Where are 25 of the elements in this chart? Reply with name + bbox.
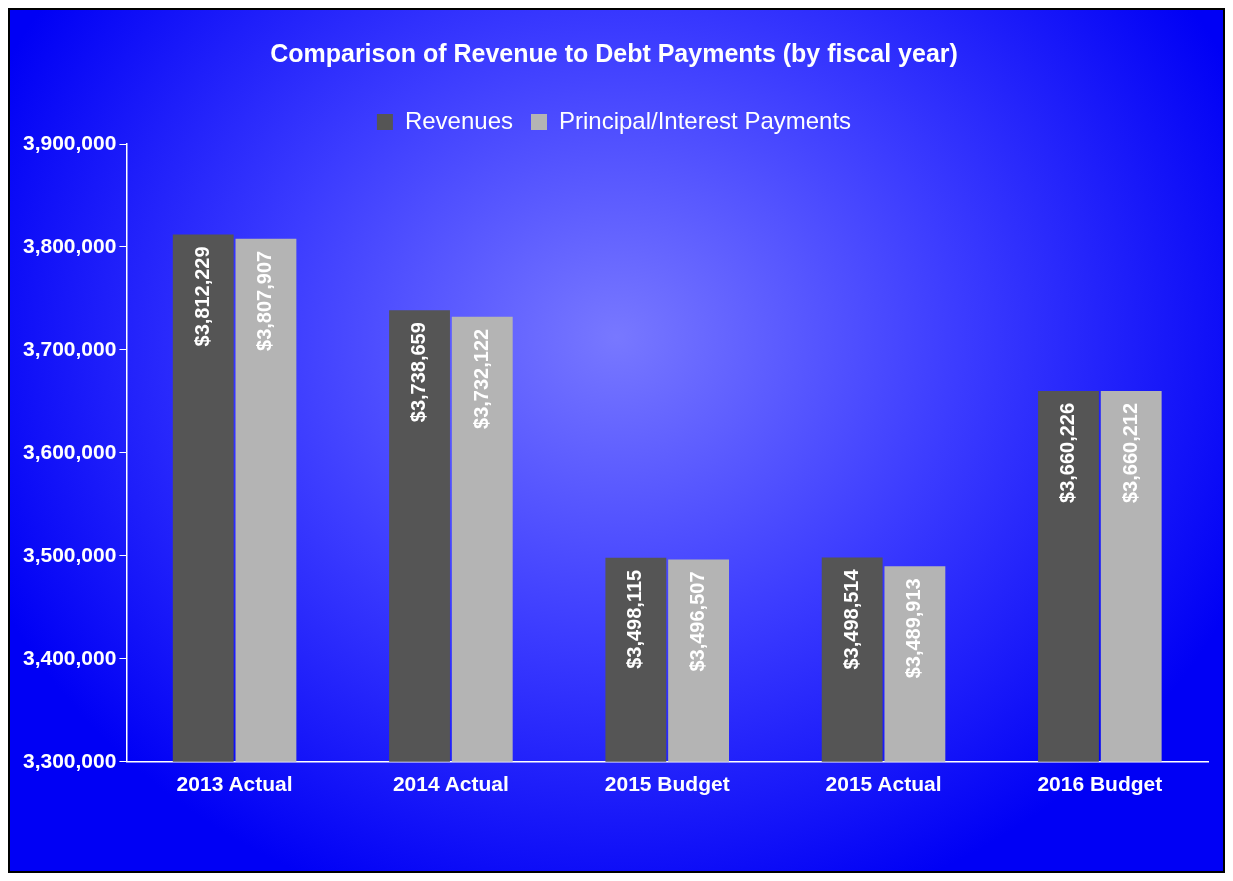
data-label: $3,498,115 xyxy=(623,569,646,669)
y-tick-label: 3,500,000 xyxy=(22,542,117,566)
x-tick-label: 2013 Actual xyxy=(176,772,293,796)
data-label: $3,496,507 xyxy=(686,571,709,672)
data-label: $3,812,229 xyxy=(190,246,213,347)
data-label: $3,738,659 xyxy=(407,322,430,423)
data-label: $3,498,514 xyxy=(839,568,862,670)
data-label: $3,489,913 xyxy=(902,578,925,679)
chart-title: Comparison of Revenue to Debt Payments (by fiscal year) xyxy=(270,38,958,67)
data-label: $3,807,907 xyxy=(253,250,276,351)
legend-label: Revenues xyxy=(404,106,513,134)
legend-label: Principal/Interest Payments xyxy=(558,106,852,134)
y-tick-label: 3,300,000 xyxy=(22,748,117,772)
y-tick-label: 3,600,000 xyxy=(22,439,117,463)
x-tick-label: 2015 Budget xyxy=(604,772,730,796)
data-label: $3,660,212 xyxy=(1118,402,1141,504)
y-tick-label: 3,900,000 xyxy=(22,130,117,154)
data-label: $3,732,122 xyxy=(469,328,492,429)
y-tick-label: 3,700,000 xyxy=(22,336,117,360)
data-label: $3,660,226 xyxy=(1055,402,1078,503)
y-tick-label: 3,800,000 xyxy=(22,233,117,257)
y-tick-label: 3,400,000 xyxy=(22,645,117,669)
x-tick-label: 2014 Actual xyxy=(392,772,509,796)
x-tick-label: 2016 Budget xyxy=(1037,772,1163,796)
x-tick-label: 2015 Actual xyxy=(825,772,942,796)
